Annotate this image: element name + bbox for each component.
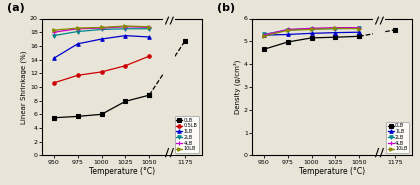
0.5LB xyxy=(75,74,80,76)
1LB xyxy=(75,43,80,45)
2LB xyxy=(123,28,128,30)
0.5LB xyxy=(99,71,104,73)
Line: 2LB: 2LB xyxy=(262,26,361,36)
1LB xyxy=(99,38,104,40)
4LB xyxy=(285,28,290,31)
4LB xyxy=(357,26,362,29)
0LB xyxy=(261,48,266,50)
Line: 1LB: 1LB xyxy=(262,31,361,37)
0LB xyxy=(309,37,314,39)
2LB xyxy=(285,29,290,31)
2LB xyxy=(261,33,266,36)
10LB xyxy=(123,25,128,27)
10LB xyxy=(357,28,362,30)
4LB xyxy=(123,26,128,28)
10LB xyxy=(309,28,314,31)
1LB xyxy=(333,31,338,34)
Line: 10LB: 10LB xyxy=(52,24,151,32)
Y-axis label: Linear Shrinkage (%): Linear Shrinkage (%) xyxy=(21,50,27,124)
0.5LB xyxy=(123,65,128,67)
2LB xyxy=(75,30,80,33)
1LB xyxy=(357,31,362,33)
4LB xyxy=(147,26,152,28)
10LB xyxy=(75,27,80,29)
Legend: 0LB, 1LB, 2LB, 4LB, 10LB: 0LB, 1LB, 2LB, 4LB, 10LB xyxy=(386,122,409,153)
2LB xyxy=(357,27,362,29)
0LB xyxy=(147,94,152,96)
Bar xyxy=(163,18,176,155)
Line: 4LB: 4LB xyxy=(52,25,151,34)
10LB xyxy=(285,29,290,31)
4LB xyxy=(309,27,314,29)
4LB xyxy=(333,26,338,29)
0LB xyxy=(75,115,80,117)
Line: 0.5LB: 0.5LB xyxy=(52,54,151,85)
0LB xyxy=(357,35,362,37)
0LB xyxy=(123,100,128,102)
1LB xyxy=(123,34,128,37)
0LB xyxy=(333,36,338,38)
1LB xyxy=(285,33,290,36)
Y-axis label: Density (g/cm³): Density (g/cm³) xyxy=(234,60,241,114)
Line: 10LB: 10LB xyxy=(262,27,361,38)
Bar xyxy=(373,18,386,155)
Line: 4LB: 4LB xyxy=(262,26,361,37)
0LB xyxy=(51,117,56,119)
Line: 0LB: 0LB xyxy=(262,35,361,51)
4LB xyxy=(99,27,104,29)
2LB xyxy=(333,28,338,30)
0.5LB xyxy=(51,82,56,84)
10LB xyxy=(261,35,266,37)
4LB xyxy=(261,34,266,36)
Text: (b): (b) xyxy=(217,3,235,13)
4LB xyxy=(75,28,80,30)
X-axis label: Temperature (°C): Temperature (°C) xyxy=(299,167,365,176)
0.5LB xyxy=(147,55,152,57)
2LB xyxy=(147,28,152,30)
1LB xyxy=(147,36,152,38)
1LB xyxy=(309,32,314,34)
2LB xyxy=(99,28,104,31)
X-axis label: Temperature (°C): Temperature (°C) xyxy=(89,167,155,176)
0LB xyxy=(99,113,104,115)
4LB xyxy=(51,31,56,33)
1LB xyxy=(51,57,56,59)
2LB xyxy=(51,34,56,37)
2LB xyxy=(309,28,314,30)
0LB xyxy=(285,41,290,43)
Line: 0LB: 0LB xyxy=(52,93,151,120)
10LB xyxy=(51,29,56,31)
Line: 1LB: 1LB xyxy=(52,34,151,60)
10LB xyxy=(99,26,104,28)
1LB xyxy=(261,34,266,36)
Legend: 0LB, 0.5LB, 1LB, 2LB, 4LB, 10LB: 0LB, 0.5LB, 1LB, 2LB, 4LB, 10LB xyxy=(175,116,199,153)
10LB xyxy=(147,26,152,28)
Line: 2LB: 2LB xyxy=(52,27,151,37)
10LB xyxy=(333,27,338,29)
Text: (a): (a) xyxy=(7,3,25,13)
